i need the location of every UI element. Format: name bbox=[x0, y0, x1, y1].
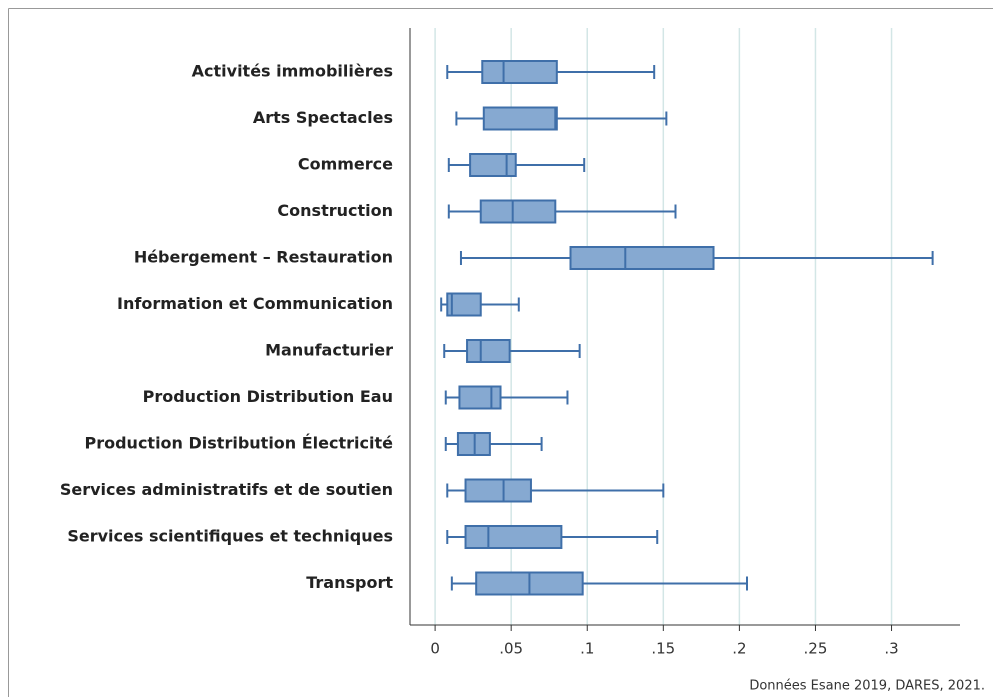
box bbox=[482, 106, 558, 131]
category-label: Transport bbox=[306, 573, 393, 592]
x-tick-label: .2 bbox=[732, 640, 746, 658]
box bbox=[464, 478, 532, 503]
box bbox=[466, 339, 511, 363]
box bbox=[458, 385, 502, 410]
x-tick-label: .25 bbox=[804, 640, 828, 658]
source-note: Données Esane 2019, DARES, 2021. bbox=[749, 679, 985, 694]
box bbox=[446, 292, 482, 317]
category-label: Construction bbox=[277, 201, 393, 220]
box bbox=[481, 60, 558, 84]
box bbox=[569, 246, 715, 270]
box bbox=[469, 153, 517, 177]
box bbox=[464, 525, 563, 549]
category-label: Commerce bbox=[298, 155, 393, 174]
category-label: Hébergement – Restauration bbox=[134, 248, 393, 267]
box bbox=[479, 199, 557, 224]
category-label: Services administratifs et de soutien bbox=[60, 480, 393, 499]
category-label: Activités immobilières bbox=[192, 62, 393, 81]
category-label: Production Distribution Électricité bbox=[84, 434, 393, 453]
x-tick-label: .3 bbox=[884, 640, 898, 658]
x-tick-label: .1 bbox=[580, 640, 594, 658]
category-label: Manufacturier bbox=[265, 341, 393, 360]
x-tick-label: .05 bbox=[499, 640, 523, 658]
x-tick-label: 0 bbox=[430, 640, 440, 658]
category-label: Arts Spectacles bbox=[253, 108, 393, 127]
x-tick-label: .15 bbox=[651, 640, 675, 658]
category-label: Services scientifiques et techniques bbox=[67, 527, 393, 546]
category-label: Information et Communication bbox=[117, 294, 393, 313]
category-label: Production Distribution Eau bbox=[143, 387, 393, 406]
